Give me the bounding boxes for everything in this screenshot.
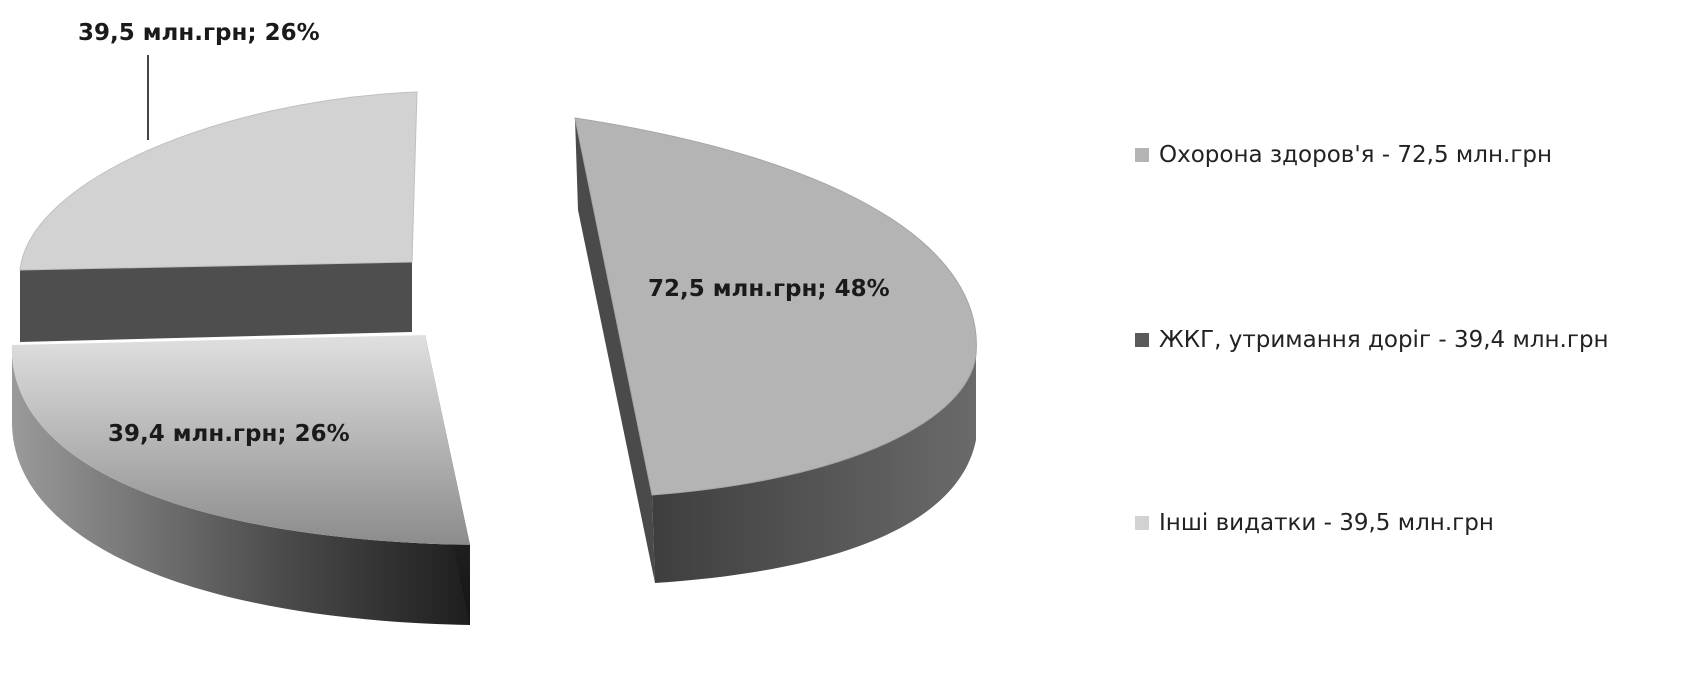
legend-item-other: Інші видатки - 39,5 млн.грн	[1135, 510, 1494, 536]
slice-other	[19, 91, 418, 342]
legend-swatch-health	[1135, 148, 1149, 162]
legend-swatch-other	[1135, 516, 1149, 530]
data-label-gkg: 39,4 млн.грн; 26%	[108, 421, 350, 447]
slice-other-side	[20, 262, 412, 342]
legend-label-other: Інші видатки - 39,5 млн.грн	[1159, 510, 1494, 536]
legend-label-health: Охорона здоров'я - 72,5 млн.грн	[1159, 142, 1553, 168]
slice-gkg	[11, 335, 470, 625]
data-label-other: 39,5 млн.грн; 26%	[78, 20, 320, 46]
legend-label-gkg: ЖКГ, утримання доріг - 39,4 млн.грн	[1159, 327, 1609, 353]
slice-health	[574, 117, 977, 583]
slice-gkg-top	[11, 335, 470, 545]
legend-item-gkg: ЖКГ, утримання доріг - 39,4 млн.грн	[1135, 327, 1609, 353]
legend-swatch-gkg	[1135, 333, 1149, 347]
slice-health-top	[574, 117, 977, 496]
legend: Охорона здоров'я - 72,5 млн.грн ЖКГ, утр…	[1135, 0, 1705, 683]
legend-item-health: Охорона здоров'я - 72,5 млн.грн	[1135, 142, 1552, 168]
data-label-health: 72,5 млн.грн; 48%	[648, 276, 890, 302]
slice-gkg-side	[11, 345, 470, 625]
slice-health-cut	[575, 118, 655, 583]
slice-other-top	[19, 91, 418, 271]
